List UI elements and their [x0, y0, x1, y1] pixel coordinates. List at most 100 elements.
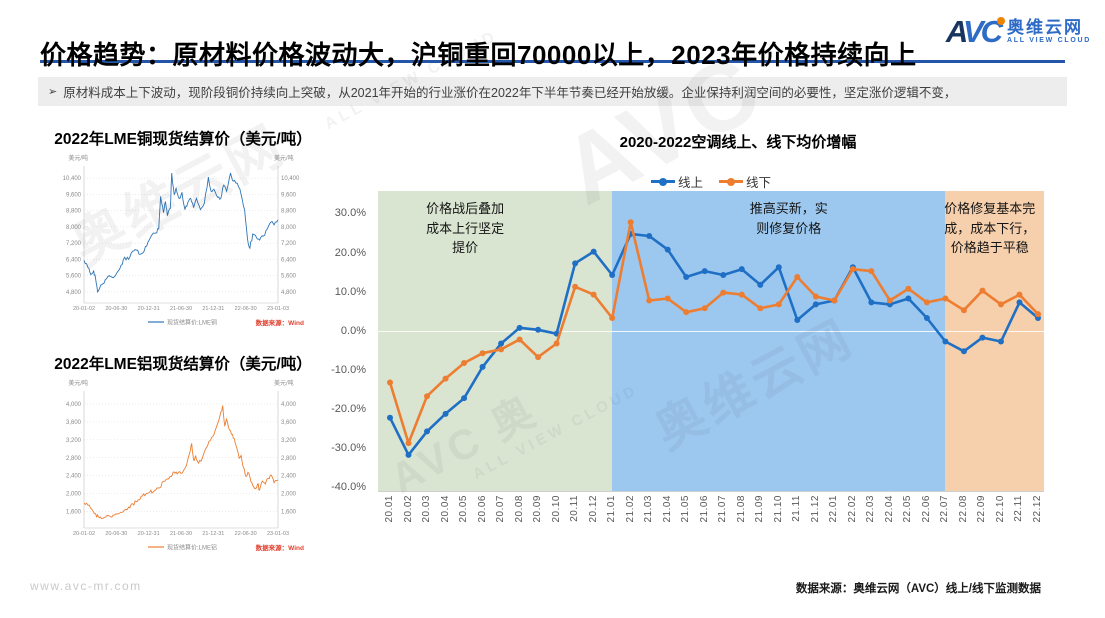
zone-annotation-1: 推高买新，实 则修复价格 [749, 201, 828, 236]
legend-item-offline: 线下 [719, 172, 771, 191]
x-tick-label: 20.09 [532, 495, 544, 523]
title-underline [40, 60, 1065, 63]
data-point-marker [979, 334, 986, 341]
data-point-marker [701, 268, 708, 275]
footer-data-source: 数据来源：奥维云网（AVC）线上/线下监测数据 [795, 583, 1041, 595]
y-tick-label: 1,600 [66, 510, 82, 516]
unit-label: 美元/吨 [274, 154, 294, 162]
data-point-marker [461, 395, 468, 402]
x-tick-label: 21.01 [606, 495, 618, 523]
data-point-marker [775, 301, 782, 308]
y-tick-label: 9,600 [281, 192, 297, 198]
x-tick-label: 20.07 [495, 495, 507, 523]
x-tick-label: 21.11 [791, 495, 803, 522]
x-tick-label: 20.05 [458, 495, 470, 523]
avc-logo-mark: AVC [946, 16, 1006, 47]
y-tick-label: 8,800 [281, 209, 297, 215]
data-point-marker [738, 291, 745, 298]
legend-item-online: 线上 [650, 172, 703, 191]
unit-label: 美元/吨 [68, 154, 88, 162]
data-point-marker [627, 219, 634, 226]
x-tick-label: 20-01-02 [73, 531, 95, 537]
x-tick-label: 21.04 [661, 495, 673, 523]
y-tick-label: 8,000 [66, 225, 82, 231]
online-line-swatch [650, 177, 675, 186]
data-point-marker [923, 299, 930, 306]
wind-source-label: 数据来源：Wind [256, 318, 304, 327]
x-tick-label: 22-06-30 [235, 531, 257, 537]
data-point-marker [461, 360, 468, 366]
data-point-marker [387, 379, 393, 386]
x-tick-label: 21.10 [772, 495, 784, 523]
data-point-marker [646, 232, 653, 239]
x-tick-label: 22.07 [939, 495, 951, 523]
y-tick-label: 30.0% [334, 207, 366, 220]
x-tick-label: 22.10 [994, 495, 1006, 523]
y-tick-label: 2,400 [281, 474, 297, 480]
zone-annotation-2: 价格修复基本完 成，成本下行， 价格趋于平稳 [944, 201, 1036, 255]
page-title: 价格趋势：原材料价格波动大，沪铜重回70000以上，2023年价格持续向上 [40, 40, 917, 71]
x-tick-label: 20-06-30 [105, 531, 127, 537]
aluminum-price-chart: 4,000 4,000 3,600 3,600 3,200 3,200 2,800 2,800… [66, 379, 304, 552]
main-chart-title: 2020-2022空调线上、线下均价增幅 [619, 134, 857, 151]
arrow-bullet-icon: ➢ [48, 86, 58, 98]
x-tick-label: 22.01 [828, 495, 840, 523]
main-chart-y-axis: 30.0% 20.0% 10.0% 0.0% -10.0% -20.0% -30.0% -40… [296, 191, 372, 493]
data-point-marker [1034, 311, 1041, 318]
data-point-marker [905, 295, 912, 302]
wind-source-label: 数据来源：Wind [256, 543, 304, 552]
data-point-marker [590, 248, 597, 255]
logo-english-name: ALL VIEW CLOUD [1007, 37, 1091, 45]
y-tick-label: 9,600 [66, 192, 82, 198]
price-line [83, 172, 279, 294]
x-tick-label: 21.05 [680, 495, 692, 523]
zero-gridline [378, 331, 1044, 333]
x-tick-label: 22.09 [976, 495, 988, 523]
x-tick-label: 20.06 [476, 495, 488, 523]
main-chart-legend: 线上 线下 [378, 172, 1044, 191]
y-tick-label: 7,200 [66, 241, 82, 247]
y-tick-label: 0.0% [340, 324, 366, 337]
data-point-marker [960, 348, 967, 355]
y-tick-label: 6,400 [281, 257, 297, 263]
subtitle-bar: ➢ 原材料成本上下波动，现阶段铜价持续向上突破，从2021年开始的行业涨价在20… [38, 77, 1067, 106]
y-tick-label: 7,200 [281, 241, 297, 247]
y-tick-label: 2,000 [281, 492, 297, 498]
data-point-marker [1016, 299, 1023, 306]
series-line-online [388, 232, 1039, 457]
data-point-marker [683, 274, 690, 280]
x-tick-label: 20-06-30 [105, 306, 127, 312]
data-point-marker [664, 295, 671, 302]
x-tick-label: 21.09 [754, 495, 766, 523]
data-point-marker [424, 393, 431, 400]
x-tick-label: 21.07 [717, 495, 729, 523]
data-point-marker [997, 338, 1004, 345]
data-point-marker [886, 297, 893, 304]
data-point-marker [646, 297, 653, 304]
y-tick-label: 2,800 [66, 456, 82, 462]
y-tick-label: 10.0% [334, 285, 366, 298]
data-point-marker [405, 440, 412, 447]
data-point-marker [498, 340, 505, 347]
copper-price-chart: 10,400 10,400 9,600 9,600 8,800 8,800 8,000 8,0… [63, 154, 304, 327]
y-tick-label: 4,800 [281, 290, 297, 296]
data-point-marker [442, 410, 449, 417]
y-tick-label: 5,600 [66, 274, 82, 280]
data-point-marker [516, 336, 523, 343]
data-point-marker [387, 414, 393, 421]
data-point-marker [757, 305, 764, 312]
footer-website: www.avc-mr.com [30, 579, 142, 593]
data-point-marker [479, 363, 486, 370]
x-tick-label: 23-01-03 [267, 306, 289, 312]
y-tick-label: -30.0% [331, 442, 366, 454]
data-point-marker [997, 301, 1004, 308]
x-axis-line [378, 491, 1044, 492]
unit-label: 美元/吨 [274, 379, 294, 387]
data-point-marker [572, 283, 579, 290]
data-point-marker [794, 274, 801, 280]
data-point-marker [664, 246, 671, 253]
data-point-marker [942, 338, 949, 345]
unit-label: 美元/吨 [68, 379, 88, 387]
data-point-marker [553, 340, 560, 347]
y-tick-label: 10,400 [281, 176, 300, 182]
